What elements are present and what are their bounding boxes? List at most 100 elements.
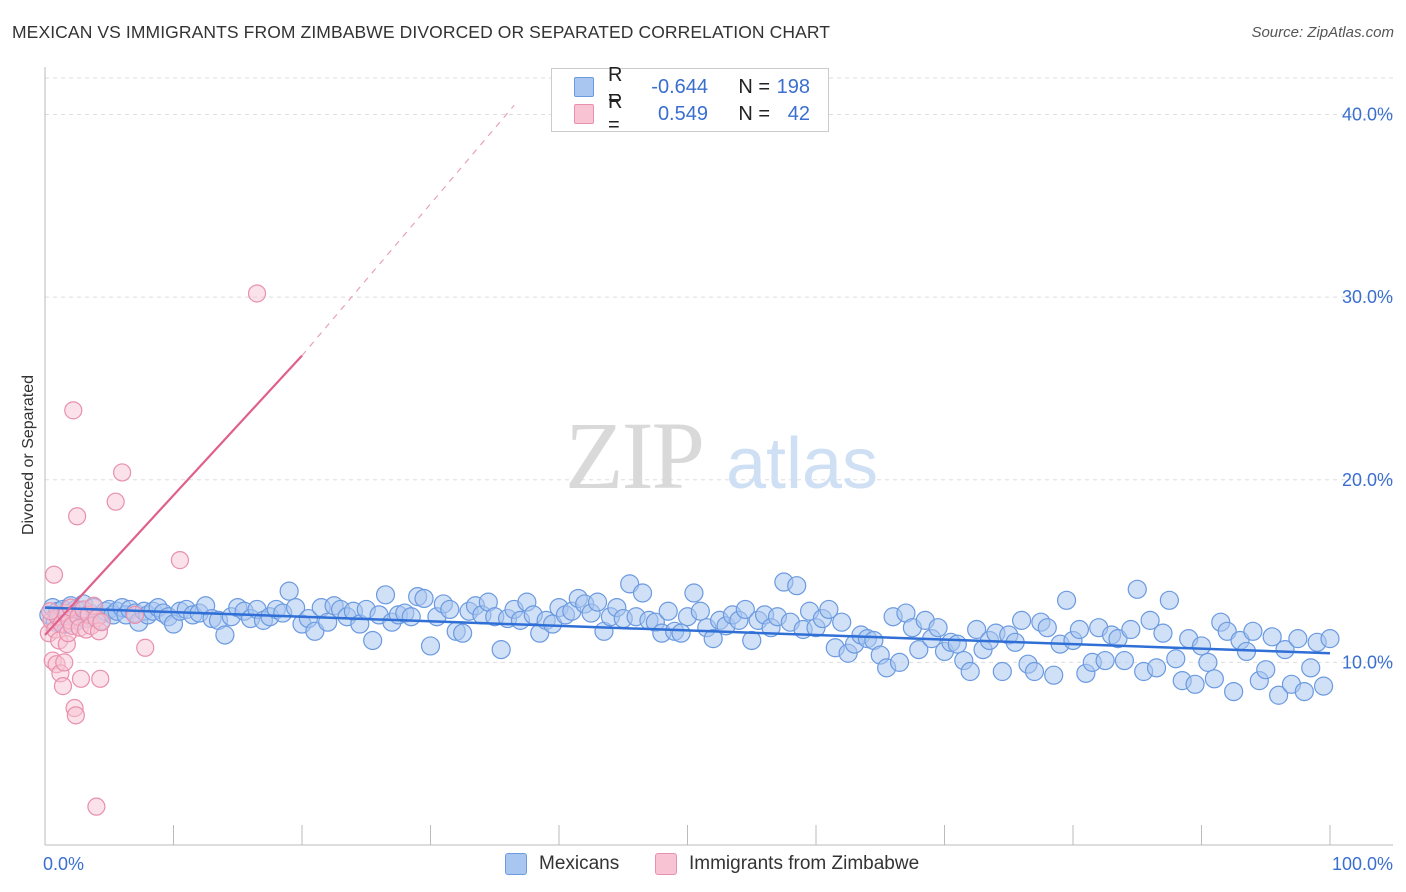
point-mexicans <box>1044 665 1064 685</box>
point-mexicans <box>1121 619 1141 640</box>
bottom-legend-label-mexicans: Mexicans <box>539 853 620 874</box>
point-mexicans <box>909 639 929 660</box>
point-mexicans <box>363 630 383 651</box>
point-zimbabwe <box>66 706 85 725</box>
point-mexicans <box>1011 610 1032 630</box>
point-mexicans <box>671 623 691 643</box>
bottom-legend-mexicans: Mexicans <box>505 852 619 876</box>
legend-row-mexicans: R = -0.644 N = 198 <box>574 64 810 109</box>
point-zimbabwe <box>125 605 145 625</box>
point-mexicans <box>1294 681 1314 702</box>
point-mexicans <box>1313 676 1334 696</box>
point-mexicans <box>928 618 948 638</box>
point-mexicans <box>947 634 967 654</box>
point-mexicans <box>414 588 434 609</box>
point-zimbabwe <box>53 677 73 696</box>
point-mexicans <box>279 581 299 601</box>
legend-swatch-zimbabwe <box>574 104 594 124</box>
point-mexicans <box>440 599 460 620</box>
legend-r-value: 0.549 <box>657 102 708 125</box>
point-mexicans <box>1166 649 1186 669</box>
legend-n-value: 42 <box>787 102 810 125</box>
point-mexicans <box>1037 618 1057 638</box>
point-mexicans <box>967 619 987 640</box>
point-mexicans <box>375 585 396 605</box>
point-mexicans <box>889 652 910 672</box>
point-zimbabwe <box>68 507 87 526</box>
watermark-atlas: atlas <box>726 424 878 504</box>
point-zimbabwe <box>41 602 60 621</box>
bottom-legend-swatch-zimbabwe <box>655 853 677 875</box>
point-mexicans <box>684 583 704 603</box>
trend-line-mexicans <box>44 606 1331 655</box>
point-mexicans <box>735 599 755 620</box>
legend-n-label: N = <box>738 75 770 98</box>
point-zimbabwe <box>92 613 111 632</box>
point-mexicans <box>1275 639 1295 660</box>
point-zimbabwe <box>136 638 155 657</box>
series-mexicans <box>39 572 1340 705</box>
point-zimbabwe <box>106 492 125 511</box>
y-tick-label: 10.0% <box>1342 652 1393 672</box>
point-mexicans <box>1127 579 1147 599</box>
trend-line-zimbabwe-extension <box>301 105 515 356</box>
point-mexicans <box>703 629 723 649</box>
legend-row-zimbabwe: R = 0.549 N = 42 <box>574 91 810 136</box>
point-mexicans <box>1095 650 1115 671</box>
point-mexicans <box>1320 629 1340 649</box>
y-tick-label: 20.0% <box>1342 470 1393 490</box>
point-mexicans <box>1256 660 1276 680</box>
point-mexicans <box>1153 623 1173 643</box>
point-mexicans <box>1140 610 1160 630</box>
legend-swatch-mexicans <box>574 77 594 97</box>
chart-title: MEXICAN VS IMMIGRANTS FROM ZIMBABWE DIVO… <box>12 22 831 42</box>
point-zimbabwe <box>91 669 110 688</box>
tick-labels: 10.0% 20.0% 30.0% 40.0% 0.0% 100.0% <box>43 105 1393 874</box>
point-mexicans <box>1056 590 1077 610</box>
bottom-legend-label-zimbabwe: Immigrants from Zimbabwe <box>689 853 920 874</box>
y-tick-label: 40.0% <box>1342 105 1393 125</box>
point-mexicans <box>1159 590 1179 610</box>
point-zimbabwe <box>55 653 74 672</box>
point-mexicans <box>1224 681 1244 702</box>
point-zimbabwe <box>64 401 83 420</box>
watermark-zip: ZIP <box>565 402 703 509</box>
point-zimbabwe <box>87 797 106 816</box>
legend-r-label: R = <box>608 91 623 136</box>
point-zimbabwe <box>44 565 64 584</box>
axes <box>44 67 1393 846</box>
point-zimbabwe <box>71 669 91 688</box>
point-mexicans <box>787 576 807 596</box>
stats-legend: R = -0.644 N = 198 R = 0.549 N = 42 <box>551 64 829 136</box>
point-mexicans <box>420 636 441 656</box>
legend-n-label: N = <box>738 102 770 125</box>
point-mexicans <box>1114 650 1135 671</box>
x-tick-label: 100.0% <box>1332 854 1393 874</box>
point-mexicans <box>832 612 852 632</box>
grid-lines <box>45 77 1393 663</box>
point-mexicans <box>1243 621 1263 641</box>
point-mexicans <box>1301 658 1321 678</box>
point-mexicans <box>658 601 678 621</box>
point-mexicans <box>1268 685 1289 705</box>
watermark: ZIP atlas <box>565 402 878 509</box>
point-zimbabwe <box>170 551 190 570</box>
bottom-legend-swatch-mexicans <box>505 853 527 875</box>
point-zimbabwe <box>112 463 132 482</box>
y-axis-label: Divorced or Separated <box>20 375 37 535</box>
point-mexicans <box>960 661 980 682</box>
point-mexicans <box>215 625 235 645</box>
point-mexicans <box>992 661 1012 682</box>
source-label: Source: ZipAtlas.com <box>1251 24 1394 41</box>
bottom-legend-zimbabwe: Immigrants from Zimbabwe <box>655 852 919 876</box>
point-mexicans <box>690 601 710 621</box>
point-mexicans <box>1146 658 1167 678</box>
legend-n-value: 198 <box>776 75 810 98</box>
point-zimbabwe <box>247 284 267 303</box>
point-mexicans <box>1198 652 1218 672</box>
trend-lines <box>44 105 1331 655</box>
legend-r-label: R = <box>608 64 623 109</box>
point-mexicans <box>1191 636 1212 656</box>
x-tick-label: 0.0% <box>43 854 84 874</box>
